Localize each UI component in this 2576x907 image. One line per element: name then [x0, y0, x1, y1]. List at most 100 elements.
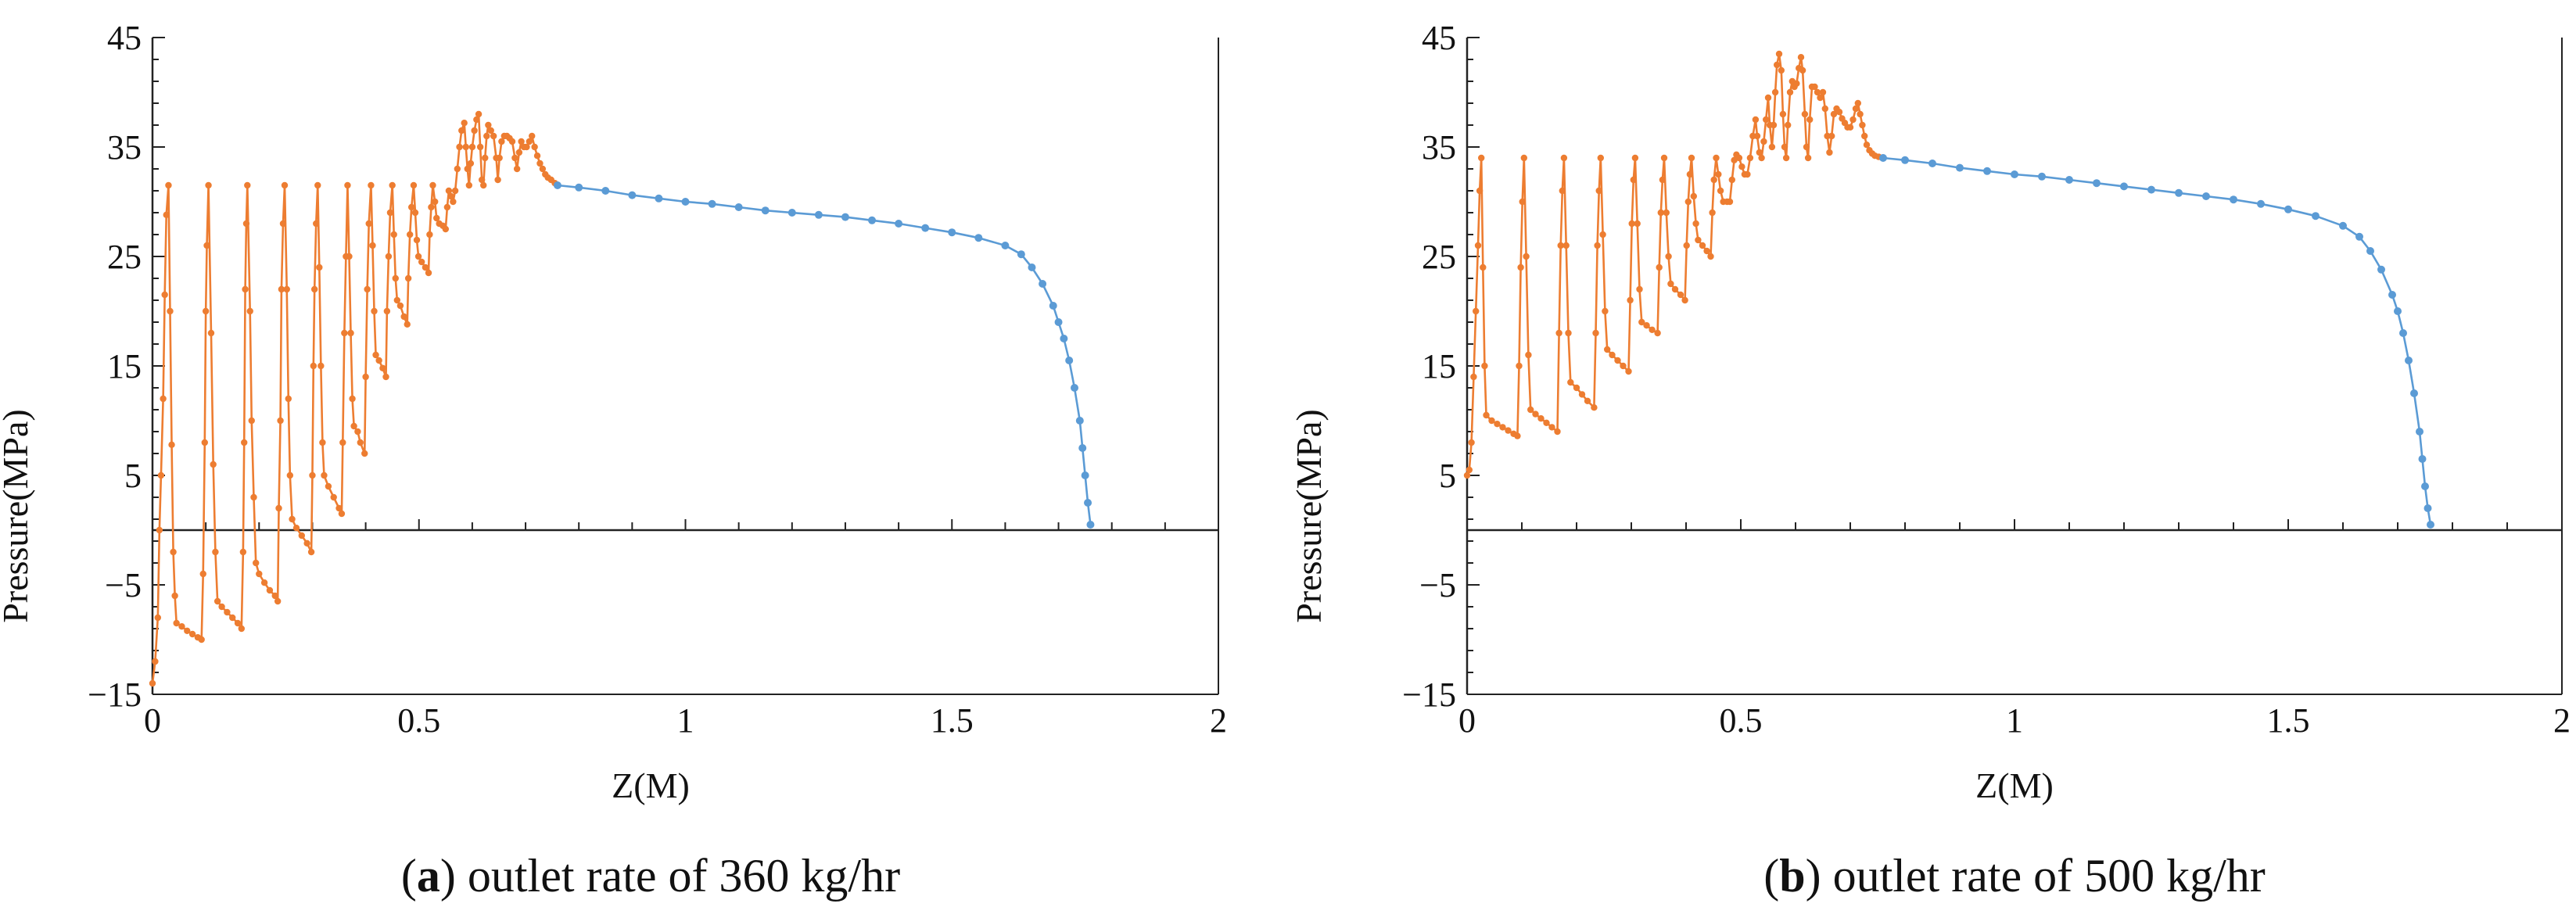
data-point-orange — [1554, 428, 1561, 436]
data-point-orange — [303, 540, 310, 547]
data-point-orange — [1779, 110, 1787, 118]
data-point-orange — [385, 253, 393, 260]
data-point-blue — [2339, 221, 2347, 230]
data-point-orange — [1573, 384, 1580, 392]
data-point-blue — [2388, 291, 2396, 299]
data-point-orange — [1760, 138, 1767, 145]
data-point-orange — [234, 619, 242, 627]
data-point-orange — [1660, 154, 1668, 162]
data-point-orange — [468, 143, 476, 151]
data-point-orange — [1692, 220, 1699, 228]
data-point-blue — [2312, 212, 2319, 220]
chart-panel-b: Pressure(MPa) Z(M) (b) outlet rate of 50… — [1293, 0, 2576, 907]
data-point-orange — [1499, 424, 1506, 431]
data-point-orange — [478, 176, 486, 184]
data-point-orange — [414, 253, 422, 260]
data-point-blue — [1075, 417, 1084, 425]
data-point-orange — [310, 285, 318, 293]
data-point-blue — [1081, 471, 1089, 479]
data-point-blue — [1928, 160, 1936, 167]
data-point-orange — [1686, 170, 1694, 178]
data-point-orange — [1707, 253, 1714, 260]
data-point-blue — [814, 210, 823, 219]
data-point-blue — [1901, 156, 1909, 164]
y-tick-label: 45 — [1422, 19, 1456, 57]
data-point-orange — [275, 504, 282, 512]
data-point-orange — [244, 181, 251, 189]
data-point-orange — [1481, 362, 1488, 370]
data-point-orange — [1688, 154, 1695, 162]
data-point-orange — [1656, 263, 1663, 271]
data-point-orange — [184, 627, 191, 634]
x-tick-label: 0.5 — [1720, 701, 1763, 740]
data-point-blue — [2257, 199, 2265, 208]
data-point-orange — [350, 422, 357, 430]
x-tick-label: 1 — [677, 701, 694, 740]
data-point-orange — [1478, 154, 1485, 162]
data-point-orange — [1695, 236, 1702, 244]
data-point-orange — [1852, 105, 1860, 113]
data-point-orange — [1597, 154, 1604, 162]
data-point-orange — [1806, 116, 1814, 124]
caption-b-letter: b — [1779, 850, 1805, 902]
data-point-orange — [1474, 242, 1482, 249]
data-point-orange — [362, 373, 369, 381]
data-point-orange — [1782, 154, 1790, 162]
data-point-blue — [681, 198, 690, 206]
data-point-orange — [529, 132, 536, 140]
y-axis-title: Pressure(MPa) — [1293, 409, 1329, 622]
data-point-orange — [1620, 362, 1627, 370]
data-point-orange — [212, 548, 219, 556]
data-point-orange — [1846, 124, 1854, 131]
data-point-orange — [1602, 307, 1609, 315]
data-point-orange — [456, 143, 463, 151]
data-point-orange — [1627, 296, 1634, 304]
data-point-blue — [2120, 182, 2128, 191]
data-point-orange — [1519, 198, 1526, 206]
data-point-blue — [1049, 302, 1057, 310]
data-point-blue — [2202, 192, 2210, 200]
y-tick-label: 5 — [124, 457, 142, 495]
data-point-orange — [202, 307, 210, 315]
data-point-orange — [167, 307, 174, 315]
data-point-blue — [1086, 521, 1095, 529]
data-point-orange — [1659, 176, 1667, 184]
data-point-orange — [313, 220, 320, 228]
data-point-orange — [1557, 242, 1564, 249]
data-point-blue — [2416, 428, 2424, 436]
data-point-orange — [426, 231, 433, 238]
data-point-orange — [1578, 391, 1586, 398]
data-point-blue — [2427, 521, 2434, 529]
data-point-orange — [1584, 397, 1591, 404]
data-point-orange — [347, 329, 354, 337]
data-point-orange — [253, 559, 260, 567]
data-point-orange — [1774, 61, 1781, 69]
y-tick-label: −5 — [105, 566, 142, 604]
data-point-blue — [2405, 357, 2413, 364]
data-point-orange — [248, 417, 255, 425]
data-point-blue — [1028, 263, 1036, 271]
data-point-orange — [536, 160, 544, 167]
data-point-orange — [1520, 154, 1527, 162]
data-point-orange — [496, 154, 503, 162]
data-point-orange — [1835, 109, 1843, 116]
data-point-orange — [1861, 132, 1868, 140]
y-tick-label: 35 — [1422, 128, 1456, 167]
data-point-orange — [298, 532, 306, 540]
data-point-orange — [1488, 417, 1495, 425]
data-point-blue — [1060, 335, 1068, 342]
data-point-orange — [511, 154, 518, 162]
series-line-blue — [1882, 156, 2432, 525]
x-tick-label: 0 — [1458, 701, 1476, 740]
data-point-orange — [171, 592, 178, 600]
data-point-orange — [1781, 143, 1788, 151]
data-point-orange — [498, 138, 505, 145]
data-point-orange — [473, 116, 480, 124]
data-point-blue — [1039, 280, 1047, 288]
chart-b-svg: Pressure(MPa) Z(M) (b) outlet rate of 50… — [1293, 19, 2571, 902]
data-point-orange — [1715, 170, 1722, 178]
data-point-orange — [341, 329, 348, 337]
data-point-orange — [1793, 80, 1800, 88]
data-point-orange — [1663, 209, 1670, 217]
data-point-blue — [2394, 307, 2402, 315]
